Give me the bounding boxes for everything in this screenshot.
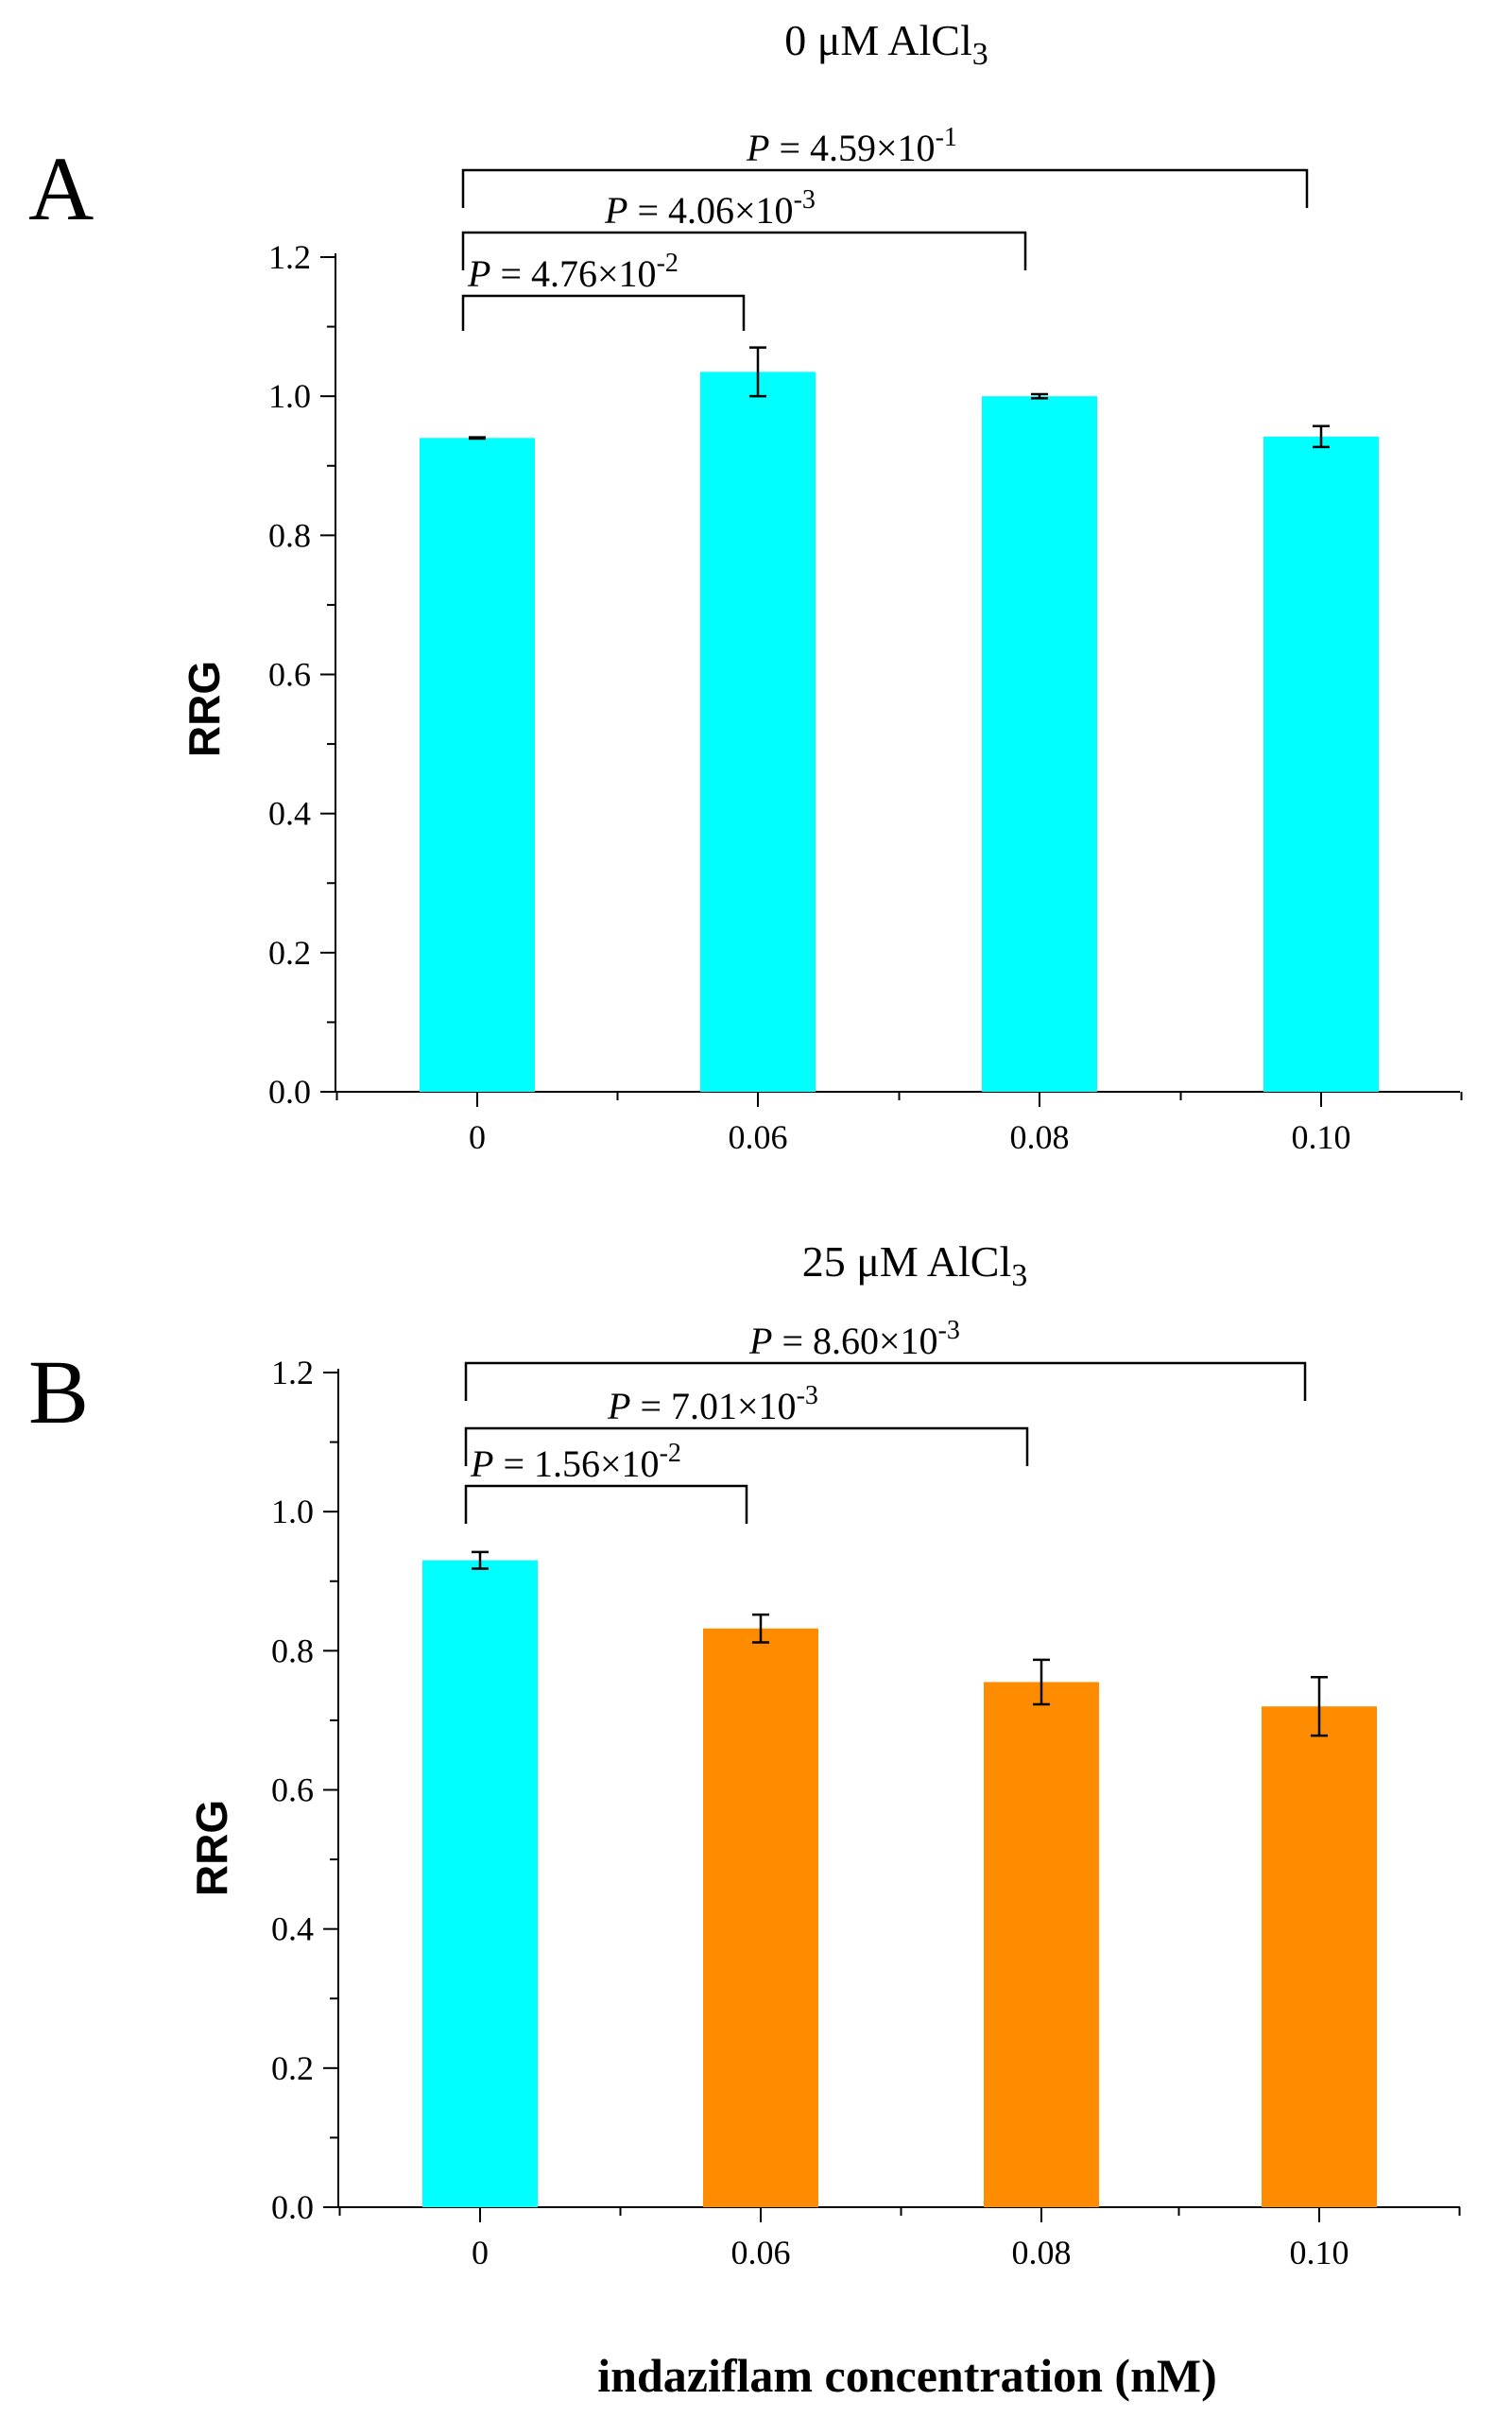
panel-a-x-tick-label: 0 bbox=[469, 1118, 486, 1156]
panel-a-p-value-label: P = 4.59×10-1 bbox=[746, 123, 957, 169]
panel-b-y-tick-label: 0.6 bbox=[271, 1771, 314, 1809]
panel-a-y-tick-label: 0.8 bbox=[268, 516, 311, 554]
panel-a-x-tick-label: 0.06 bbox=[729, 1118, 788, 1156]
panel-a-bar bbox=[1263, 436, 1379, 1093]
panel-b-y-tick-label: 0.4 bbox=[271, 1910, 314, 1948]
panel-a-title: 0 μM AlCl3 bbox=[784, 16, 988, 72]
panel-b-p-value-label: P = 8.60×10-3 bbox=[748, 1316, 960, 1362]
panel-a-comparison-bracket bbox=[461, 168, 1309, 208]
panel-a-bar bbox=[420, 438, 535, 1093]
panel-a-letter: A bbox=[28, 138, 94, 239]
panel-b-y-tick-label: 0.0 bbox=[271, 2188, 314, 2226]
panel-b-title: 25 μM AlCl3 bbox=[802, 1237, 1028, 1293]
panel-a-x-tick-label: 0.10 bbox=[1292, 1118, 1351, 1156]
panel-a-bar bbox=[982, 396, 1097, 1093]
panel-b-y-tick-label: 0.2 bbox=[271, 2049, 314, 2087]
panel-b-x-tick-label: 0 bbox=[472, 2234, 489, 2271]
panel-a-comparison-bracket bbox=[461, 231, 1027, 270]
panel-b-y-tick-label: 0.8 bbox=[271, 1632, 314, 1669]
panel-a-bars bbox=[420, 346, 1379, 1093]
panel-b-bar bbox=[1262, 1706, 1377, 2207]
panel-a-comparisons: P = 4.76×10-2 P = 4.06×10-3 P = 4.59×10-1 bbox=[461, 123, 1309, 331]
panel-b-p-value-label: P = 7.01×10-3 bbox=[607, 1381, 818, 1427]
panel-a-y-tick-label: 0.0 bbox=[268, 1073, 311, 1111]
panel-b-bar bbox=[422, 1560, 538, 2207]
panel-b-bar bbox=[984, 1682, 1099, 2207]
panel-a-bar bbox=[700, 371, 816, 1093]
panel-b-comparison-bracket bbox=[464, 1426, 1029, 1466]
panel-b-letter: B bbox=[28, 1341, 89, 1442]
panel-b-y-tick-label: 1.2 bbox=[271, 1354, 314, 1391]
panel-a-y-axis-label: RRG bbox=[180, 661, 229, 757]
panel-b-x-tick-label: 0.10 bbox=[1290, 2234, 1349, 2271]
panel-b-bar bbox=[703, 1628, 818, 2207]
panel-a-y-tick-label: 1.0 bbox=[268, 377, 311, 415]
panel-a-y-tick-label: 1.2 bbox=[268, 238, 311, 276]
panel-b-y-tick-label: 1.0 bbox=[271, 1493, 314, 1530]
panel-a-y-tick-label: 0.4 bbox=[268, 795, 311, 833]
panel-a: A 0 μM AlCl3 RRG 0.00.20.40.60.81.01.20 0… bbox=[28, 16, 1463, 1156]
panel-b-x-tick-label: 0.06 bbox=[731, 2234, 791, 2271]
panel-b-p-value-label: P = 1.56×10-2 bbox=[470, 1439, 681, 1485]
panel-b-bars bbox=[422, 1550, 1377, 2207]
panel-a-axes: 0.0 0.2 0.4 0.6 0.8 1.0 1.2 0 0.06 0.08 0.10 bbox=[268, 238, 1463, 1156]
panel-b-comparison-bracket bbox=[464, 1361, 1307, 1401]
panel-b-axes: 0.0 0.2 0.4 0.6 0.8 1.0 1.2 0 0.06 0.08 0.10 bbox=[271, 1354, 1461, 2271]
panel-a-p-value-label: P = 4.76×10-2 bbox=[467, 249, 679, 295]
panel-a-y-tick-label: 0.6 bbox=[268, 656, 311, 694]
panel-b-x-axis-label: indaziflam concentration (nM) bbox=[597, 2349, 1216, 2402]
panel-a-comparison-bracket bbox=[461, 294, 746, 331]
panel-a-x-tick-label: 0.08 bbox=[1010, 1118, 1070, 1156]
panel-b: B 25 μM AlCl3 RRG 0.00.20.40.60.81.01.20… bbox=[28, 1237, 1461, 2402]
panel-b-comparisons: P = 1.56×10-2 P = 7.01×10-3 P = 8.60×10-3 bbox=[464, 1316, 1307, 1524]
panel-b-comparison-bracket bbox=[464, 1484, 748, 1524]
panel-a-y-tick-label: 0.2 bbox=[268, 934, 311, 972]
panel-b-x-tick-label: 0.08 bbox=[1012, 2234, 1072, 2271]
panel-a-p-value-label: P = 4.06×10-3 bbox=[604, 185, 816, 232]
panel-b-y-axis-label: RRG bbox=[187, 1800, 236, 1896]
